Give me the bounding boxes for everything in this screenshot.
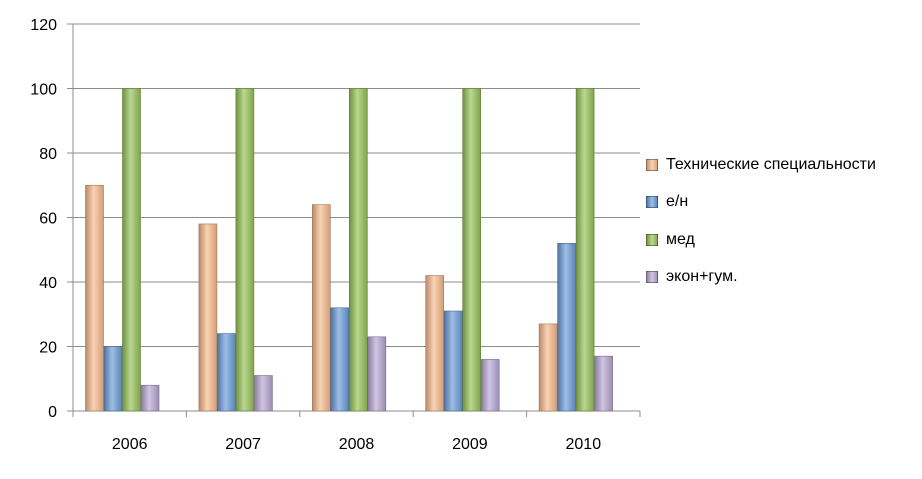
bar [235, 88, 255, 412]
legend-item: мед [646, 221, 876, 259]
y-tick-label: 40 [39, 275, 57, 292]
bar [557, 243, 576, 412]
bar [330, 307, 350, 412]
bar [462, 88, 482, 412]
x-tick-label: 2010 [566, 436, 602, 453]
y-tick-label: 80 [39, 146, 57, 163]
bar [538, 323, 558, 412]
legend-item: Технические специальности [646, 146, 876, 184]
legend-item: экон+гум. [646, 259, 876, 297]
bar [480, 359, 500, 412]
bars [85, 88, 613, 412]
bar [254, 375, 273, 412]
y-tick-label: 100 [30, 82, 57, 99]
bar [217, 333, 236, 412]
bar [122, 88, 141, 412]
bar [594, 355, 613, 412]
legend: Технические специальности е/н мед экон+гум. [646, 146, 876, 296]
x-tick-label: 2007 [225, 436, 261, 453]
y-tick-label: 20 [39, 340, 57, 357]
legend-swatch [646, 158, 658, 171]
y-tick-label: 0 [48, 404, 57, 421]
legend-label: мед [666, 230, 695, 248]
bar [311, 204, 331, 412]
x-tick-label: 2008 [339, 436, 375, 453]
legend-swatch [646, 196, 658, 209]
legend-swatch [646, 233, 658, 246]
y-tick-label: 60 [39, 211, 57, 228]
x-tick-label: 2006 [112, 436, 148, 453]
bar [425, 275, 445, 412]
legend-swatch [646, 271, 658, 284]
legend-label: е/н [666, 193, 689, 211]
bar [85, 184, 104, 412]
bar [575, 88, 595, 412]
legend-item: е/н [646, 184, 876, 222]
bar [198, 223, 218, 412]
x-tick-label: 2009 [452, 436, 488, 453]
bar [443, 310, 463, 412]
y-tick-labels: 0 20 40 60 80 100 120 [30, 17, 57, 421]
legend-label: экон+гум. [666, 268, 738, 286]
legend-label: Технические специальности [666, 155, 876, 173]
bar [348, 88, 368, 412]
bar [140, 384, 160, 412]
bar [367, 336, 387, 412]
x-tick-labels: 2006 2007 2008 2009 2010 [112, 436, 601, 453]
y-tick-label: 120 [30, 17, 57, 34]
bar [103, 346, 123, 412]
